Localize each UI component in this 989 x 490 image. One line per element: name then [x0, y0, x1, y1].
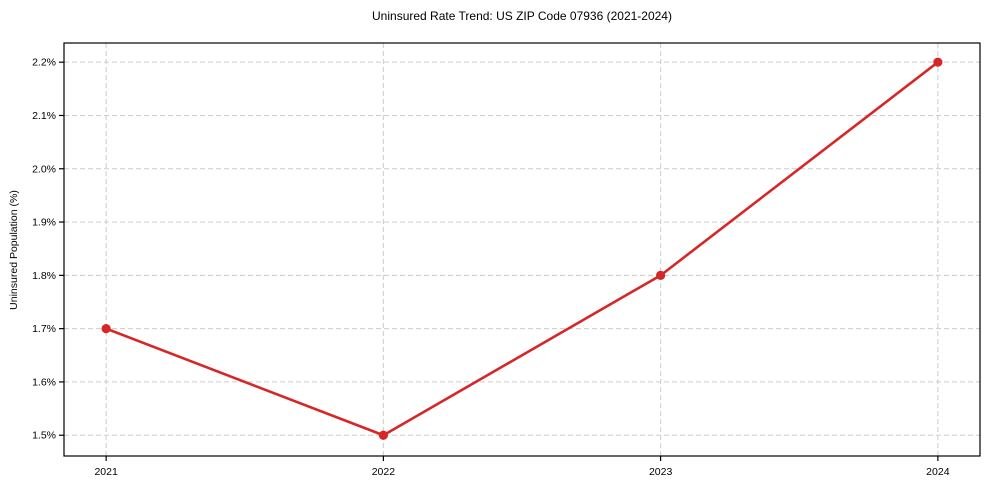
trend-line [104, 60, 940, 437]
y-tick-label: 1.7% [32, 323, 56, 335]
y-tick-label: 1.5% [32, 430, 56, 442]
y-tick-label: 1.8% [32, 270, 56, 282]
y-tick-label: 2.1% [32, 110, 56, 122]
plot-border [63, 42, 981, 457]
y-tick-label: 2.2% [32, 57, 56, 69]
data-point-marker [101, 324, 111, 334]
chart-title: Uninsured Rate Trend: US ZIP Code 07936 … [372, 9, 672, 23]
y-tick-label: 1.6% [32, 376, 56, 388]
x-tick-label: 2024 [926, 466, 950, 478]
data-point-marker [656, 270, 666, 280]
x-tick-label: 2021 [94, 466, 118, 478]
data-point-marker [933, 57, 943, 67]
y-tick-label: 2.0% [32, 163, 56, 175]
y-tick-label: 1.9% [32, 217, 56, 229]
x-tick-label: 2022 [372, 466, 396, 478]
x-tick-label: 2023 [649, 466, 673, 478]
data-point-marker [378, 430, 388, 440]
